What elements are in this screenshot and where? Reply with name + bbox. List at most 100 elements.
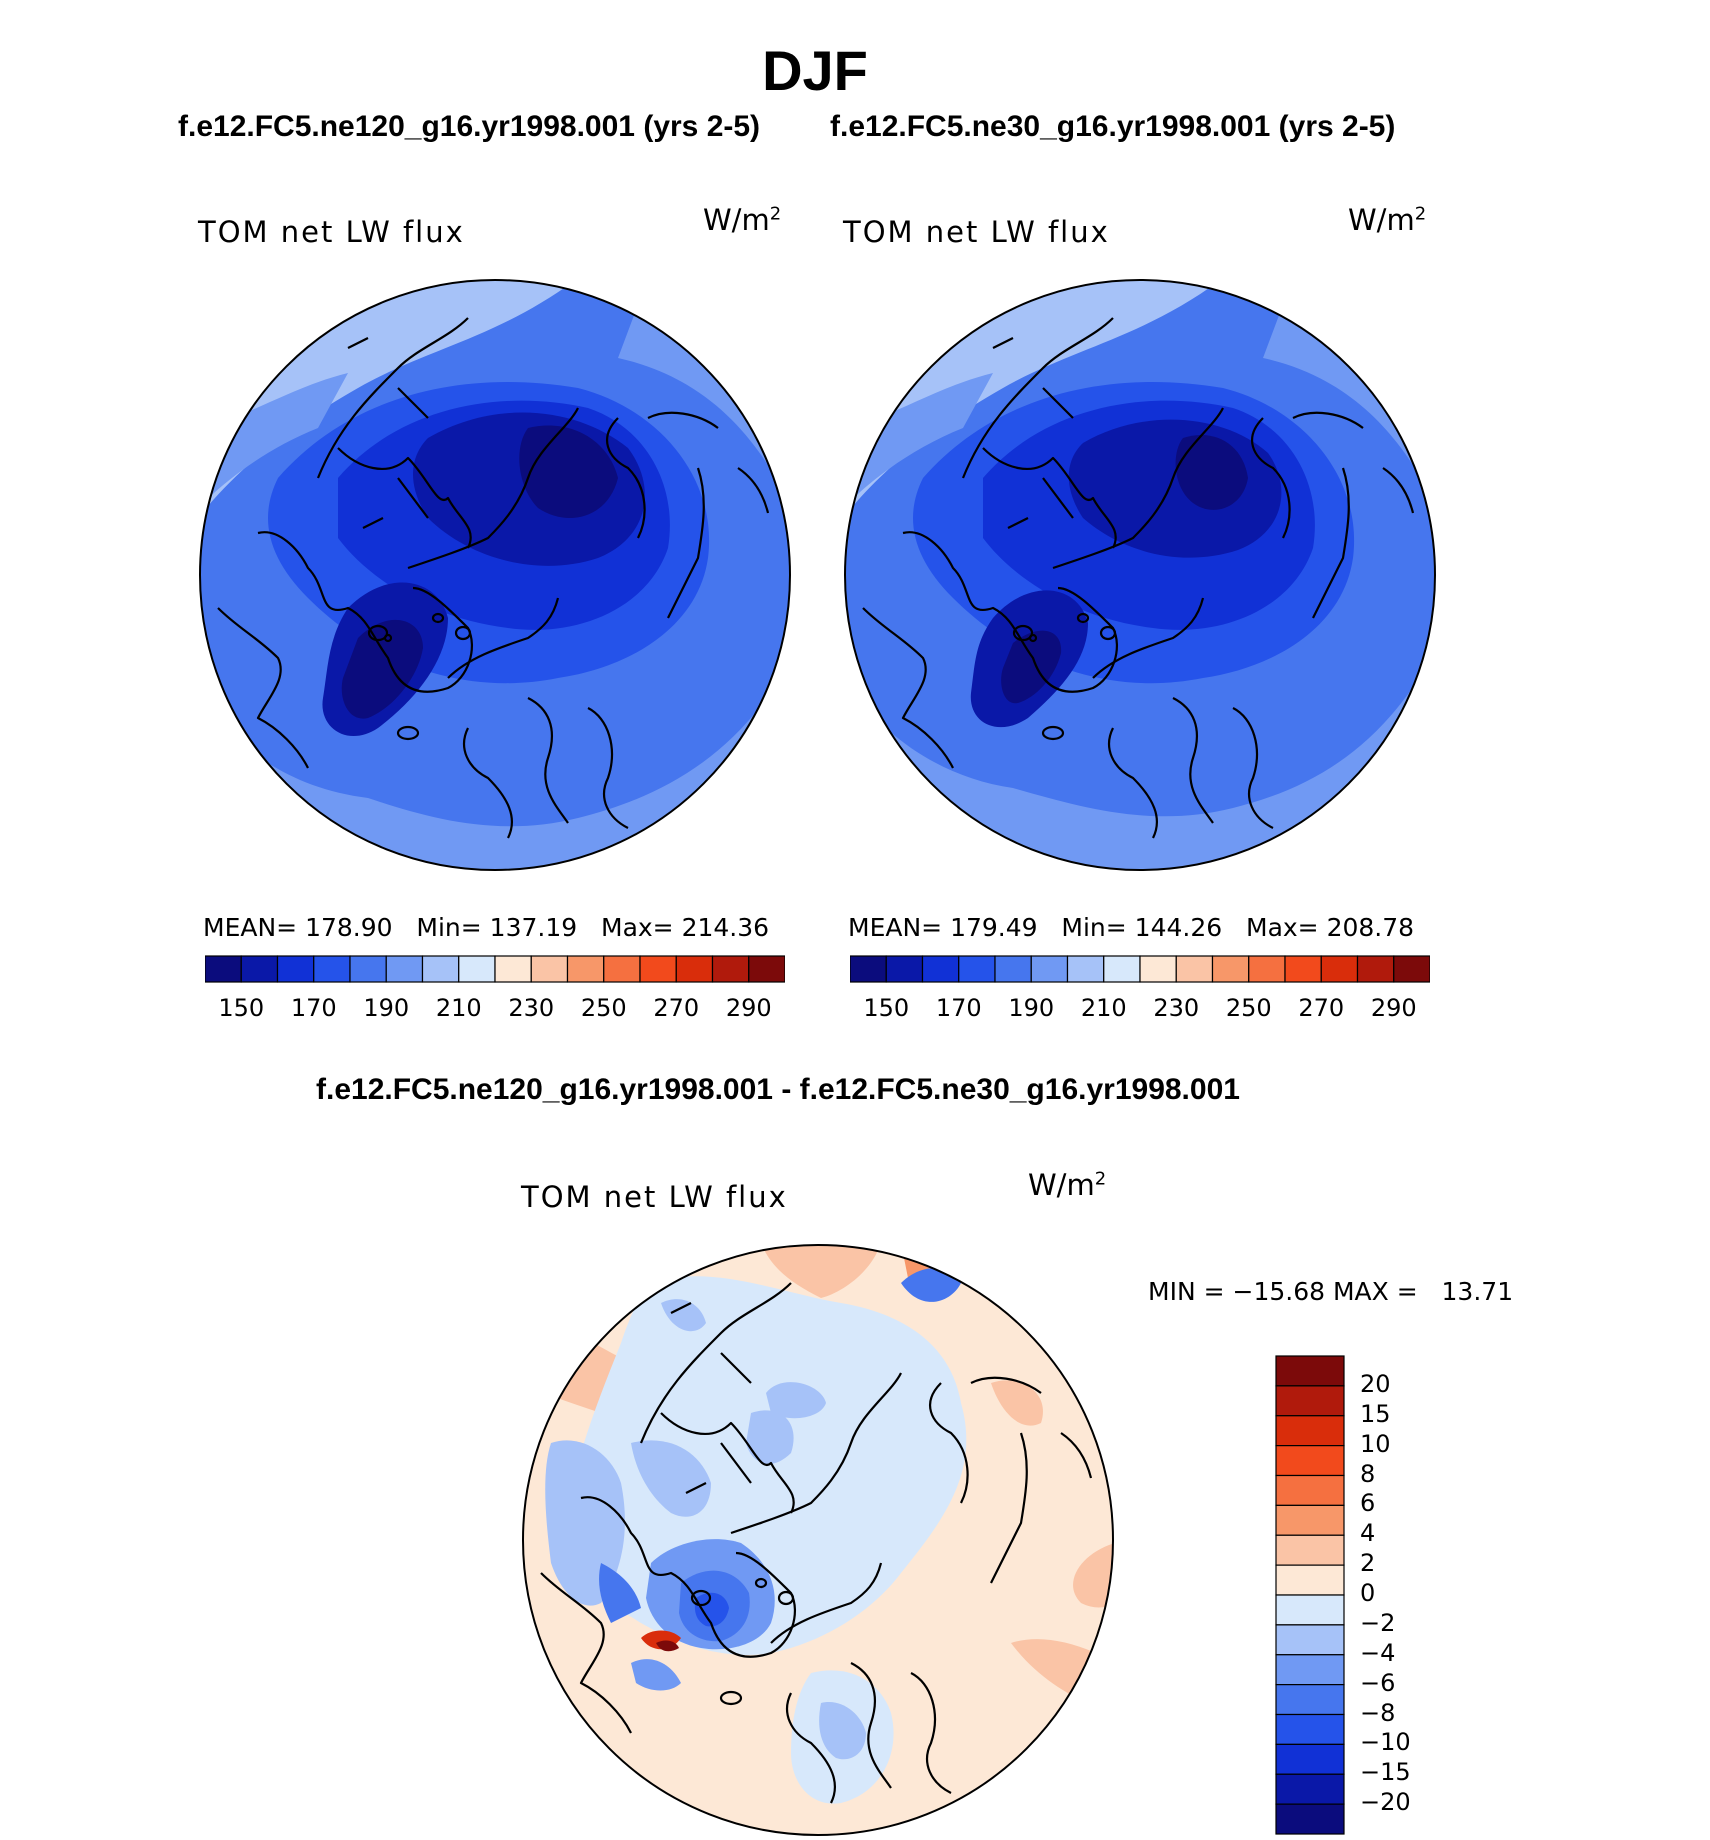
colorbar-tick-label: −6 [1360, 1668, 1396, 1697]
diff-stats: MIN = −15.68 MAX = 13.71 [1148, 1277, 1514, 1306]
colorbar-swatch [1248, 955, 1286, 983]
panel2-polar-map [844, 279, 1436, 871]
panel1-colorbar [205, 955, 785, 983]
colorbar-tick-label: 170 [290, 994, 337, 1022]
colorbar-swatch [850, 955, 887, 983]
colorbar-tick-label: 250 [1225, 994, 1272, 1022]
colorbar-tick-label: 290 [1370, 994, 1417, 1022]
colorbar-tick-label: 190 [1008, 994, 1055, 1022]
colorbar-tick-label: 250 [580, 994, 627, 1022]
colorbar-tick-label: −10 [1360, 1728, 1411, 1757]
colorbar-swatch [1275, 1624, 1345, 1656]
colorbar-swatch [1275, 1713, 1345, 1745]
colorbar-swatch [276, 955, 315, 983]
colorbar-swatch [1175, 955, 1214, 983]
colorbar-swatch [958, 955, 996, 983]
colorbar-swatch [1275, 1415, 1345, 1447]
colorbar-tick-label: 210 [435, 994, 482, 1022]
colorbar-swatch [1275, 1504, 1345, 1536]
panel2-variable-label: TOM net LW flux [843, 215, 1110, 249]
colorbar-tick-label: 270 [1298, 994, 1345, 1022]
panel1-units: W/m2 [703, 203, 782, 237]
panel2-colorbar-labels: 150 170 190 210 230 250 270 290 [850, 990, 1430, 1024]
difference-colorbar-labels: 20 15 10 8 6 4 2 0 −2 −4 −6 −8 −10 −15 −20 [1360, 1355, 1480, 1835]
colorbar-swatch [1393, 955, 1430, 983]
colorbar-swatch [1066, 955, 1105, 983]
colorbar-swatch [885, 955, 924, 983]
colorbar-tick-label: −20 [1360, 1788, 1411, 1817]
colorbar-swatch [1284, 955, 1322, 983]
colorbar-swatch [603, 955, 641, 983]
colorbar-swatch [711, 955, 750, 983]
colorbar-swatch [675, 955, 714, 983]
panel1-polar-map [199, 279, 791, 871]
colorbar-swatch [1275, 1743, 1345, 1775]
colorbar-swatch [1211, 955, 1250, 983]
colorbar-swatch [313, 955, 351, 983]
diff-variable-label: TOM net LW flux [521, 1180, 788, 1214]
colorbar-swatch [1275, 1385, 1345, 1417]
colorbar-tick-label: 15 [1360, 1399, 1391, 1428]
colorbar-swatch [530, 955, 569, 983]
colorbar-tick-label: 210 [1080, 994, 1127, 1022]
colorbar-swatch [994, 955, 1032, 983]
colorbar-tick-label: 290 [725, 994, 772, 1022]
colorbar-tick-label: 270 [653, 994, 700, 1022]
colorbar-swatch [1275, 1684, 1345, 1716]
colorbar-swatch [1103, 955, 1141, 983]
colorbar-swatch [205, 955, 242, 983]
colorbar-swatch [1275, 1654, 1345, 1686]
colorbar-swatch [921, 955, 960, 983]
difference-polar-map [522, 1244, 1114, 1836]
colorbar-swatch [1320, 955, 1359, 983]
colorbar-swatch [458, 955, 496, 983]
panel1-stats: MEAN= 178.90 Min= 137.19 Max= 214.36 [203, 913, 770, 942]
figure-title: DJF [762, 39, 868, 102]
colorbar-tick-label: 10 [1360, 1429, 1391, 1458]
colorbar-swatch [1275, 1534, 1345, 1566]
colorbar-swatch [494, 955, 532, 983]
colorbar-swatch [349, 955, 387, 983]
colorbar-tick-label: 170 [935, 994, 982, 1022]
panel2-units: W/m2 [1348, 203, 1427, 237]
panel1-colorbar-labels: 150 170 190 210 230 250 270 290 [205, 990, 785, 1024]
colorbar-tick-label: −8 [1360, 1698, 1396, 1727]
panel2-stats: MEAN= 179.49 Min= 144.26 Max= 208.78 [848, 913, 1415, 942]
colorbar-swatch [421, 955, 460, 983]
colorbar-swatch [240, 955, 279, 983]
colorbar-tick-label: 190 [363, 994, 410, 1022]
colorbar-swatch [639, 955, 677, 983]
colorbar-swatch [385, 955, 424, 983]
colorbar-tick-label: 2 [1360, 1549, 1376, 1578]
difference-colorbar [1275, 1355, 1345, 1835]
colorbar-tick-label: 150 [863, 994, 910, 1022]
colorbar-swatch [1275, 1564, 1345, 1596]
colorbar-swatch [1030, 955, 1069, 983]
colorbar-swatch [1356, 955, 1395, 983]
difference-title: f.e12.FC5.ne120_g16.yr1998.001 - f.e12.F… [316, 1073, 1240, 1106]
colorbar-tick-label: 4 [1360, 1519, 1376, 1548]
colorbar-tick-label: 8 [1360, 1459, 1376, 1488]
colorbar-swatch [1139, 955, 1177, 983]
panel2-colorbar [850, 955, 1430, 983]
colorbar-tick-label: 6 [1360, 1489, 1376, 1518]
colorbar-swatch [1275, 1803, 1345, 1835]
colorbar-swatch [566, 955, 605, 983]
colorbar-tick-label: −4 [1360, 1638, 1396, 1667]
colorbar-tick-label: −2 [1360, 1608, 1396, 1637]
colorbar-tick-label: 0 [1360, 1579, 1376, 1607]
colorbar-swatch [1275, 1445, 1345, 1477]
colorbar-swatch [1275, 1474, 1345, 1506]
colorbar-swatch [1275, 1355, 1345, 1387]
case1-title: f.e12.FC5.ne120_g16.yr1998.001 (yrs 2-5) [178, 110, 761, 143]
colorbar-swatch [748, 955, 785, 983]
colorbar-tick-label: −15 [1360, 1758, 1411, 1787]
colorbar-tick-label: 230 [508, 994, 555, 1022]
panel1-variable-label: TOM net LW flux [198, 215, 465, 249]
colorbar-swatch [1275, 1773, 1345, 1805]
colorbar-tick-label: 150 [218, 994, 265, 1022]
case2-title: f.e12.FC5.ne30_g16.yr1998.001 (yrs 2-5) [830, 110, 1396, 143]
colorbar-tick-label: 230 [1153, 994, 1200, 1022]
colorbar-tick-label: 20 [1360, 1369, 1391, 1398]
diff-units: W/m2 [1028, 1168, 1107, 1202]
